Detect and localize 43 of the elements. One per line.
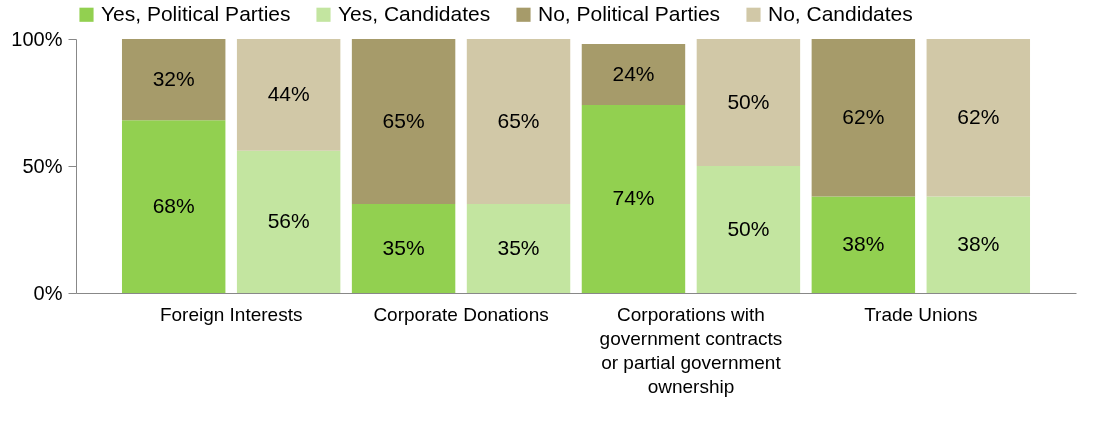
data-label: 56% <box>267 208 310 232</box>
x-tick-label: Trade Unions <box>864 303 978 325</box>
bar <box>696 39 801 166</box>
bar <box>466 204 571 293</box>
bar <box>926 39 1031 197</box>
data-label: 32% <box>152 66 195 90</box>
bar <box>236 39 341 151</box>
data-label: 68% <box>152 193 195 217</box>
bar <box>581 44 686 106</box>
data-label: 74% <box>612 186 655 210</box>
bar <box>581 105 686 293</box>
bar <box>351 204 456 293</box>
data-label: 65% <box>497 108 540 132</box>
x-tick-label: Foreign Interests <box>159 303 303 325</box>
legend-label: No, Political Parties <box>538 1 721 25</box>
bar <box>121 120 226 293</box>
legend-label: No, Candidates <box>768 1 913 25</box>
data-label: 35% <box>382 235 425 259</box>
bar <box>351 39 456 205</box>
data-label: 50% <box>727 216 770 240</box>
bar <box>466 39 571 205</box>
y-tick-label: 50% <box>22 154 63 177</box>
bar <box>926 196 1031 293</box>
data-label: 44% <box>267 81 310 105</box>
bar <box>811 39 916 197</box>
y-tick-label: 100% <box>11 27 63 50</box>
legend-label: Yes, Candidates <box>338 1 491 25</box>
data-label: 62% <box>957 104 1000 128</box>
data-label: 62% <box>842 104 885 128</box>
bar <box>236 150 341 293</box>
y-tick-label: 0% <box>33 281 63 304</box>
x-tick-label: Corporations with government contracts or partial government ownership <box>599 303 783 397</box>
legend-label: Yes, Political Parties <box>101 1 291 25</box>
data-label: 65% <box>382 108 425 132</box>
data-label: 50% <box>727 89 770 113</box>
data-label: 24% <box>612 61 655 85</box>
bar <box>121 39 226 121</box>
data-label: 38% <box>957 231 1000 255</box>
bar <box>696 166 801 293</box>
x-tick-label: Corporate Donations <box>373 303 549 325</box>
bar <box>811 196 916 293</box>
data-label: 38% <box>842 231 885 255</box>
data-label: 35% <box>497 235 540 259</box>
